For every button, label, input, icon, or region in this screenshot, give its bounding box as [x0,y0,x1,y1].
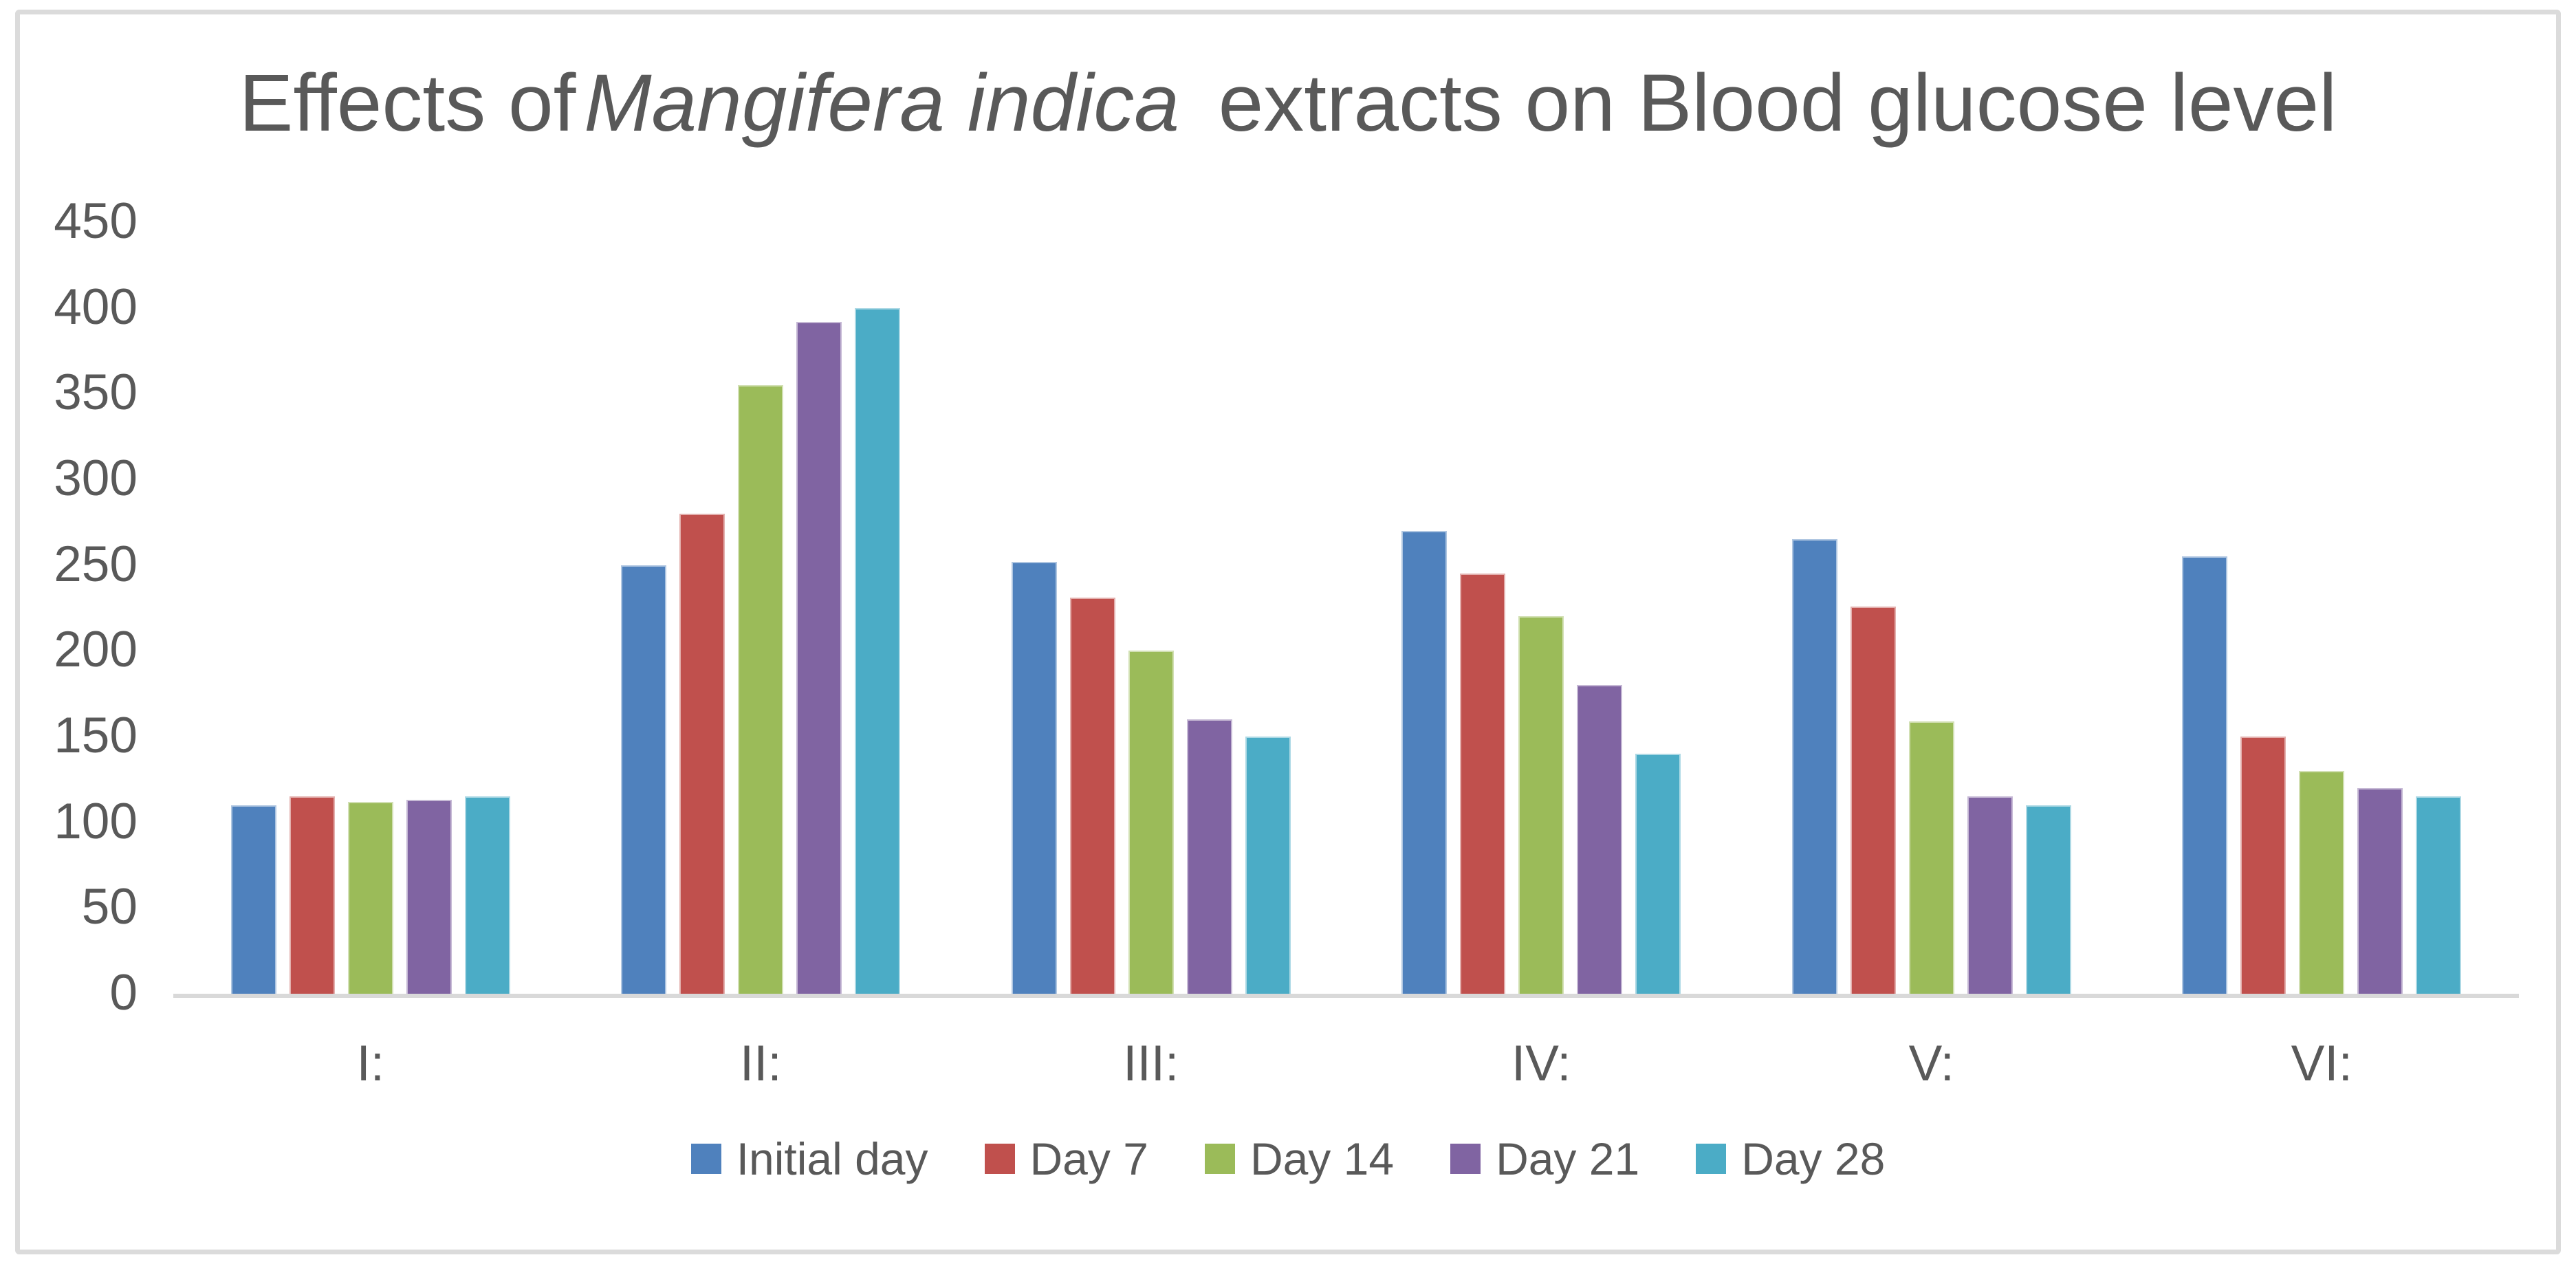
bar-initial-day-I [230,805,276,994]
legend-label: Day 7 [1029,1133,1148,1184]
bar-day-21-II [796,322,842,994]
legend-swatch-icon [1696,1144,1727,1174]
y-tick-label-200: 200 [54,622,138,678]
y-tick-label-150: 150 [54,708,138,764]
legend-item-day-14: Day 14 [1204,1133,1395,1184]
legend-swatch-icon [690,1144,721,1174]
bar-day-21-I [406,800,452,994]
y-tick-label-0: 0 [109,965,138,1021]
bar-day-21-V [1967,796,2013,994]
bar-day-28-V [2025,805,2071,994]
bar-day-28-I [464,796,510,994]
bar-day-7-III [1069,598,1115,994]
bar-day-21-III [1186,719,1232,994]
x-category-label-VI: VI: [2291,1036,2353,1091]
bar-day-14-V [1908,721,1954,994]
bar-day-14-IV [1518,616,1564,994]
bar-day-28-VI [2416,796,2462,994]
legend-label: Day 21 [1496,1133,1640,1184]
y-tick-label-100: 100 [54,793,138,849]
legend-swatch-icon [1204,1144,1235,1174]
y-tick-label-350: 350 [54,364,138,421]
bar-day-21-IV [1577,685,1623,994]
legend-item-initial-day: Initial day [690,1133,928,1184]
legend-label: Day 28 [1741,1133,1886,1184]
bar-day-14-I [347,802,393,994]
y-tick-label-400: 400 [54,279,138,335]
x-category-label-I: I: [356,1036,385,1091]
x-axis-line [173,994,2519,998]
bar-initial-day-II [621,565,667,994]
bar-day-7-IV [1460,574,1506,994]
chart-title-prefix: Effects of [239,58,576,149]
bar-day-14-VI [2299,771,2345,994]
legend: Initial day Day 7 Day 14 Day 21 Day 28 [0,1136,2576,1181]
x-category-label-IV: IV: [1511,1036,1571,1091]
bar-initial-day-VI [2182,556,2228,994]
bar-group-IV [1346,222,1737,994]
bar-day-21-VI [2357,788,2403,994]
bar-day-14-III [1128,651,1174,994]
y-tick-label-300: 300 [54,450,138,507]
bar-day-7-I [289,796,335,994]
x-category-label-II: II: [739,1036,782,1091]
bar-group-VI [2127,222,2518,994]
legend-item-day-21: Day 21 [1450,1136,1639,1181]
chart-title-suffix: extracts on Blood glucose level [1218,58,2337,149]
y-tick-label-250: 250 [54,536,138,592]
chart-title-italic: Mangifera indica [584,58,1180,149]
legend-item-day-7: Day 7 [984,1133,1148,1184]
legend-label: Day 14 [1249,1133,1395,1184]
bar-initial-day-IV [1401,531,1448,994]
y-tick-label-450: 450 [54,193,138,250]
x-category-label-III: III: [1123,1036,1179,1091]
legend-item-day-28: Day 28 [1696,1136,1885,1181]
bar-day-28-II [855,308,901,994]
x-category-label-V: V: [1908,1036,1954,1091]
bar-group-I [175,222,566,994]
legend-label: Initial day [736,1133,928,1184]
bar-initial-day-V [1791,539,1837,994]
bar-group-V [1736,222,2127,994]
plot-area [175,222,2517,994]
bar-day-28-IV [1635,754,1681,994]
bar-day-14-II [738,385,784,994]
bar-day-28-III [1245,737,1291,994]
y-tick-label-50: 50 [81,879,138,935]
bar-group-III [956,222,1346,994]
legend-swatch-icon [1450,1144,1481,1174]
bar-group-II [566,222,957,994]
bar-day-7-VI [2240,737,2286,994]
bar-day-7-II [679,514,725,994]
legend-swatch-icon [984,1144,1015,1174]
chart-title: Effects ofMangifera indica extracts on Bl… [0,56,2576,150]
bar-initial-day-III [1011,562,1057,994]
bar-day-7-V [1850,607,1896,994]
